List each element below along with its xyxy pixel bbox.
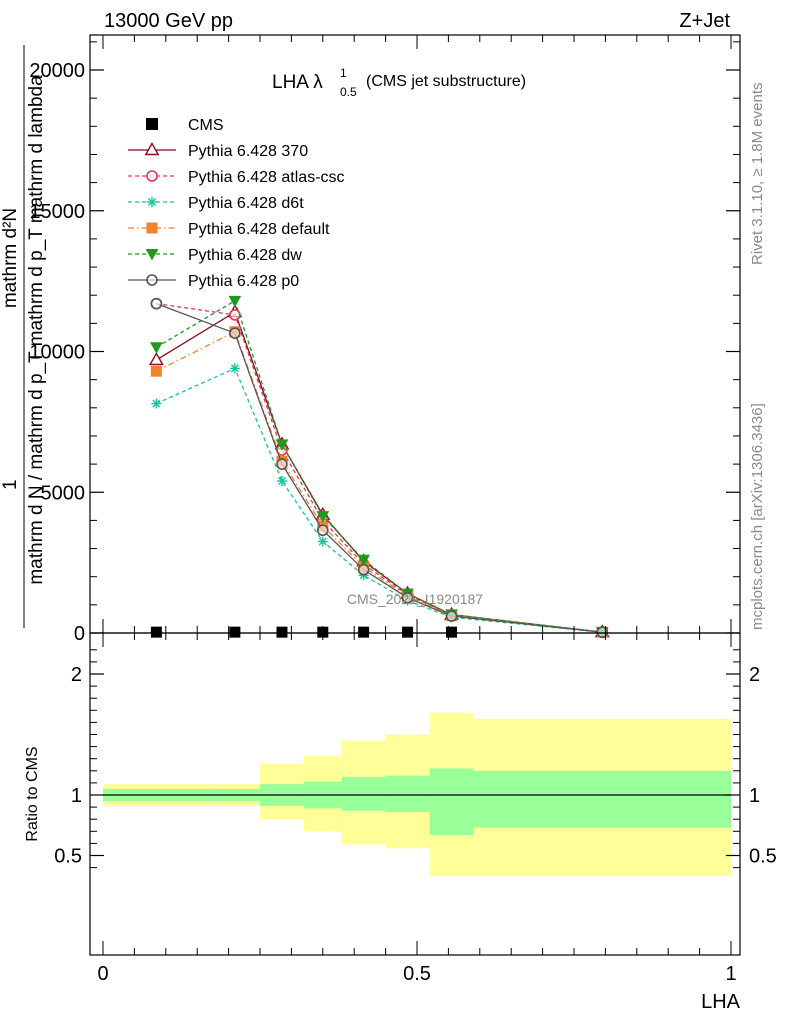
main-ylabel-numerator: mathrm d²N xyxy=(0,208,21,308)
data-point xyxy=(228,295,242,308)
legend-marker xyxy=(146,222,158,234)
ratio-ytick-label: 0.5 xyxy=(54,846,82,868)
plot-title-superscript: 1 xyxy=(340,66,347,80)
series-6 xyxy=(150,297,609,639)
x-axis-label: LHA xyxy=(701,991,741,1013)
ratio-ytick-label-right: 1 xyxy=(749,785,760,807)
legend-label: Pythia 6.428 370 xyxy=(188,143,308,160)
ratio-panel-frame xyxy=(89,632,741,956)
data-point xyxy=(229,626,241,638)
ratio-ytick-label-right: 2 xyxy=(749,664,760,686)
data-point xyxy=(316,511,330,523)
legend-marker xyxy=(146,118,158,130)
ratio-band-inner xyxy=(473,770,731,828)
legend-entry: Pythia 6.428 dw xyxy=(128,247,302,264)
legend-label: Pythia 6.428 d6t xyxy=(188,195,304,212)
main-ylabel-prefactor: 1 xyxy=(0,479,21,490)
data-point xyxy=(317,536,328,547)
mcplots-credit-label: mcplots.cern.ch [arXiv:1306.3436] xyxy=(749,403,766,630)
ratio-axes: 0.5 0.5 1 1 2 2 0 0.5 1 xyxy=(54,633,777,985)
data-point xyxy=(276,458,288,470)
legend-marker xyxy=(147,197,157,207)
ratio-band-group xyxy=(103,712,731,877)
analysis-watermark: CMS_2021_I1920187 xyxy=(347,591,483,607)
ratio-band-inner xyxy=(429,768,474,835)
data-point xyxy=(150,342,163,354)
plot-title-subscript: 0.5 xyxy=(340,85,357,99)
series-5 xyxy=(150,295,609,639)
main-ytick-label: 5000 xyxy=(41,482,86,504)
series-line xyxy=(156,330,603,633)
main-ylabel-denominator: mathrm d N / mathrm d p_T mathrm d p_T m… xyxy=(26,75,47,585)
data-point xyxy=(229,363,240,374)
data-point xyxy=(276,626,288,638)
legend-entry: Pythia 6.428 d6t xyxy=(128,195,304,212)
data-point xyxy=(229,327,241,340)
legend: CMS Pythia 6.428 370 Pythia 6.428 atlas-cs… xyxy=(128,117,345,290)
legend-marker xyxy=(146,170,158,182)
legend-marker xyxy=(144,142,160,156)
data-point xyxy=(150,365,162,377)
ratio-ytick-label: 1 xyxy=(71,785,82,807)
legend-label: Pythia 6.428 dw xyxy=(188,247,302,264)
main-axes: 0 5000 10000 15000 20000 xyxy=(29,35,740,645)
legend-label: Pythia 6.428 default xyxy=(188,221,330,238)
legend-label: Pythia 6.428 p0 xyxy=(188,273,299,290)
xtick-label: 0.5 xyxy=(403,963,431,985)
data-point xyxy=(150,297,163,310)
legend-marker xyxy=(145,249,159,261)
legend-label: Pythia 6.428 atlas-csc xyxy=(188,169,345,186)
plot-title-suffix: (CMS jet substructure) xyxy=(366,73,526,90)
plot-title: LHA λ xyxy=(272,72,323,93)
data-point xyxy=(148,352,164,366)
main-ytick-label: 10000 xyxy=(29,342,85,364)
ratio-ytick-label: 2 xyxy=(71,664,82,686)
series-1 xyxy=(148,304,610,638)
data-point xyxy=(402,626,414,638)
data-point xyxy=(316,524,329,537)
series-line xyxy=(156,299,603,633)
legend-marker xyxy=(146,274,158,286)
data-point xyxy=(276,475,287,486)
legend-entry: Pythia 6.428 atlas-csc xyxy=(128,169,345,186)
data-point xyxy=(357,563,370,576)
ratio-band-inner xyxy=(341,776,386,811)
series-line xyxy=(156,303,603,633)
ratio-ytick-label-right: 0.5 xyxy=(749,846,777,868)
main-series-group xyxy=(148,295,610,639)
data-point xyxy=(401,592,414,604)
xtick-label: 0 xyxy=(97,963,108,985)
data-point xyxy=(358,626,370,638)
xtick-label: 1 xyxy=(725,963,736,985)
data-point xyxy=(229,309,241,321)
header-process-label: Z+Jet xyxy=(679,10,730,32)
main-ytick-label: 0 xyxy=(74,623,85,645)
legend-entry: Pythia 6.428 p0 xyxy=(128,273,299,290)
data-point xyxy=(445,610,458,622)
data-point xyxy=(596,626,609,639)
series-2 xyxy=(150,297,609,638)
data-point xyxy=(151,398,162,409)
header-energy-label: 13000 GeV pp xyxy=(104,10,233,32)
main-ytick-label: 20000 xyxy=(29,60,85,82)
ratio-ylabel: Ratio to CMS xyxy=(24,746,41,841)
data-point xyxy=(446,626,458,638)
rivet-version-label: Rivet 3.1.10, ≥ 1.8M events xyxy=(749,83,766,266)
ratio-band-inner xyxy=(385,775,430,812)
legend-entry: Pythia 6.428 default xyxy=(128,221,330,238)
legend-entry: CMS xyxy=(146,117,224,134)
legend-label: CMS xyxy=(188,117,224,134)
data-point xyxy=(150,626,162,638)
data-point xyxy=(357,554,370,567)
series-line xyxy=(156,367,603,633)
series-0 xyxy=(150,626,458,638)
legend-entry: Pythia 6.428 370 xyxy=(128,142,308,160)
main-ytick-label: 15000 xyxy=(29,201,85,223)
series-line xyxy=(156,303,603,633)
data-point xyxy=(275,439,289,451)
